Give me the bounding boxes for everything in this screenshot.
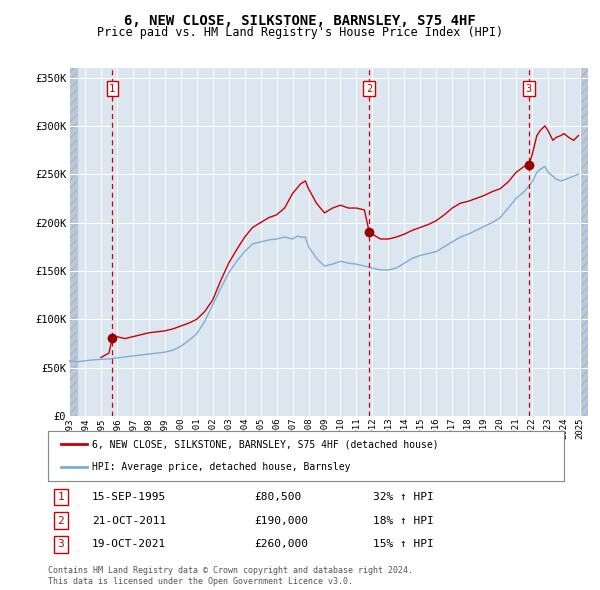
Text: 1: 1: [109, 84, 115, 93]
Text: 6, NEW CLOSE, SILKSTONE, BARNSLEY, S75 4HF: 6, NEW CLOSE, SILKSTONE, BARNSLEY, S75 4…: [124, 14, 476, 28]
Text: 6, NEW CLOSE, SILKSTONE, BARNSLEY, S75 4HF (detached house): 6, NEW CLOSE, SILKSTONE, BARNSLEY, S75 4…: [92, 439, 439, 449]
Text: 19-OCT-2021: 19-OCT-2021: [92, 539, 166, 549]
Bar: [69, 68, 77, 416]
Text: Contains HM Land Registry data © Crown copyright and database right 2024.: Contains HM Land Registry data © Crown c…: [48, 566, 413, 575]
Bar: [580, 68, 588, 416]
Text: 15-SEP-1995: 15-SEP-1995: [92, 492, 166, 502]
Text: 3: 3: [526, 84, 532, 93]
Text: This data is licensed under the Open Government Licence v3.0.: This data is licensed under the Open Gov…: [48, 576, 353, 586]
Text: £190,000: £190,000: [254, 516, 308, 526]
Text: 15% ↑ HPI: 15% ↑ HPI: [373, 539, 434, 549]
Text: HPI: Average price, detached house, Barnsley: HPI: Average price, detached house, Barn…: [92, 463, 350, 473]
Text: 2: 2: [366, 84, 373, 93]
Text: 18% ↑ HPI: 18% ↑ HPI: [373, 516, 434, 526]
Text: 21-OCT-2011: 21-OCT-2011: [92, 516, 166, 526]
Text: 2: 2: [58, 516, 64, 526]
Text: 3: 3: [58, 539, 64, 549]
Text: 1: 1: [58, 492, 64, 502]
Text: Price paid vs. HM Land Registry's House Price Index (HPI): Price paid vs. HM Land Registry's House …: [97, 26, 503, 39]
Text: £80,500: £80,500: [254, 492, 302, 502]
Text: 32% ↑ HPI: 32% ↑ HPI: [373, 492, 434, 502]
Text: £260,000: £260,000: [254, 539, 308, 549]
